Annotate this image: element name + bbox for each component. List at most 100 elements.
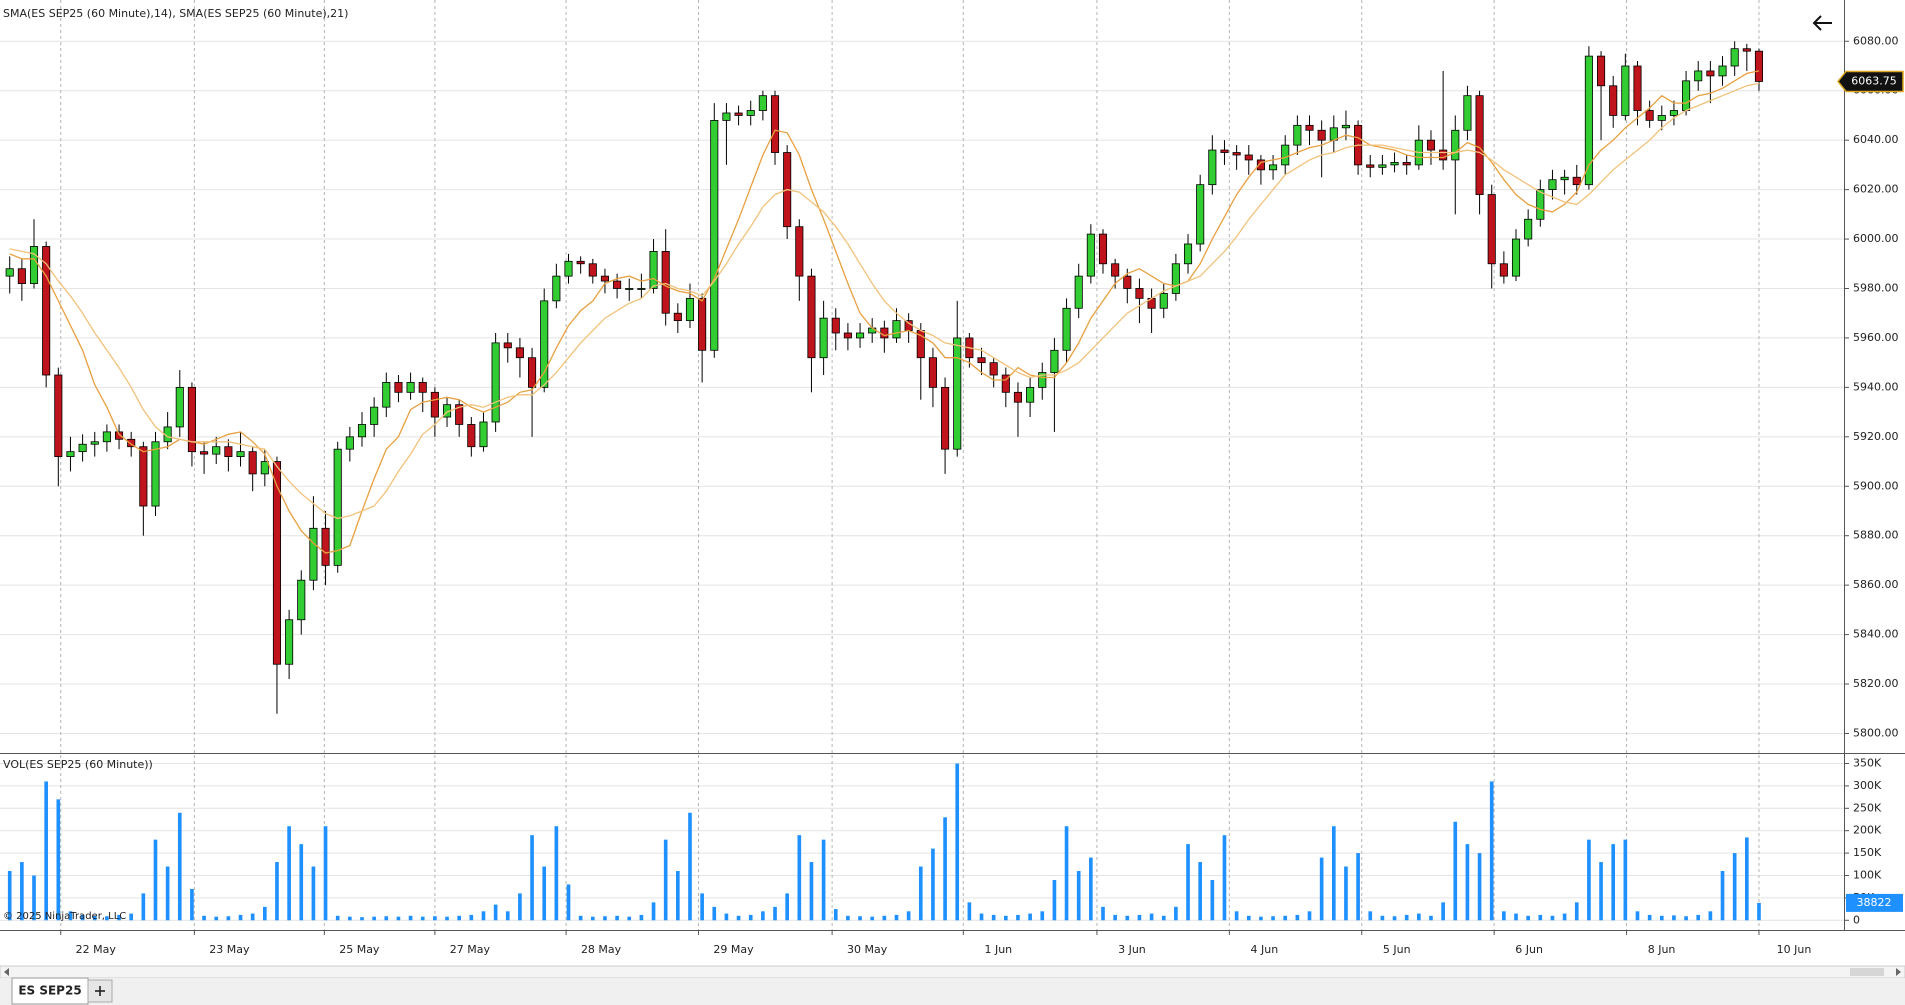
- candle-body: [285, 619, 294, 665]
- volume-bar: [457, 915, 461, 921]
- candle-body: [1548, 179, 1557, 191]
- candle-body: [90, 441, 99, 445]
- volume-bar: [1635, 911, 1640, 921]
- candle-body: [1317, 129, 1326, 141]
- candle-body: [1183, 243, 1193, 265]
- y-tick-label: 6040.00: [1853, 133, 1899, 146]
- volume-bar: [1259, 916, 1263, 921]
- copyright: © 2025 NinjaTrader, LLC: [3, 911, 126, 922]
- candle-body: [1511, 238, 1521, 277]
- volume-bar: [639, 914, 644, 921]
- volume-bar: [56, 799, 61, 921]
- candle-body: [1220, 149, 1229, 153]
- candle-body: [1366, 164, 1375, 168]
- candle-body: [1329, 127, 1338, 141]
- candle-body: [1487, 194, 1496, 265]
- volume-bar: [1028, 913, 1032, 921]
- y-tick-label: 250K: [1853, 801, 1882, 814]
- volume-bar: [68, 911, 73, 921]
- scroll-right[interactable]: [1896, 968, 1901, 976]
- volume-bar: [615, 915, 619, 921]
- scroll-thumb[interactable]: [1850, 968, 1884, 976]
- tab[interactable]: [11, 977, 89, 1005]
- candle-body: [1341, 124, 1350, 129]
- y-tick-label: 5820.00: [1853, 677, 1899, 690]
- candle-body: [1669, 110, 1678, 116]
- candle-body: [1475, 95, 1484, 195]
- candle-body: [29, 246, 39, 284]
- candle-body: [758, 95, 767, 111]
- add-tab-icon[interactable]: [95, 986, 105, 996]
- candle-body: [552, 275, 561, 302]
- volume-bar: [1283, 915, 1288, 921]
- candle-body: [139, 446, 148, 507]
- candle-body: [102, 431, 111, 443]
- candle-body: [1572, 176, 1581, 186]
- volume-bar: [1465, 844, 1470, 921]
- volume-bar: [1125, 915, 1130, 921]
- candle-body: [989, 362, 998, 376]
- candle-body: [1062, 307, 1071, 351]
- volume-bar: [493, 904, 498, 921]
- scrollbar[interactable]: [0, 965, 1905, 979]
- volume-bar: [165, 866, 170, 921]
- volume-bar: [773, 906, 777, 921]
- candle-body: [418, 382, 427, 393]
- volume-bar: [372, 916, 376, 921]
- candle-body: [904, 320, 913, 331]
- candle-body: [1123, 275, 1132, 289]
- volume-bar: [335, 915, 340, 921]
- candle-body: [540, 300, 549, 388]
- y-tick-label: 200K: [1853, 824, 1882, 837]
- scroll-left[interactable]: [4, 968, 9, 976]
- y-tick-label: 150K: [1853, 846, 1882, 859]
- background: [0, 0, 1905, 966]
- volume-bar: [894, 914, 899, 921]
- volume-pane-title: VOL(ES SEP25 (60 Minute)): [3, 758, 153, 771]
- volume-bar: [1137, 914, 1142, 921]
- candle-body: [1050, 349, 1059, 373]
- candle-body: [588, 263, 597, 277]
- candle-body: [1439, 149, 1448, 161]
- x-tick-label: 25 May: [339, 943, 380, 956]
- volume-bar: [1562, 913, 1567, 921]
- volume-bar: [1344, 866, 1348, 921]
- candle-body: [260, 461, 269, 475]
- candle-body: [1208, 149, 1217, 186]
- volume-bar: [1307, 911, 1312, 921]
- volume-bar: [1538, 914, 1543, 921]
- x-tick-label: 28 May: [581, 943, 622, 956]
- candle-body: [1657, 115, 1666, 121]
- volume-bar: [1417, 913, 1421, 921]
- candle-body: [1536, 189, 1545, 220]
- volume-bar: [287, 826, 291, 921]
- volume-bar: [481, 911, 486, 921]
- volume-bar: [566, 884, 571, 921]
- volume-bar: [931, 848, 935, 921]
- volume-bar: [1757, 902, 1761, 921]
- volume-bar: [469, 914, 474, 921]
- volume-bar: [761, 911, 765, 921]
- y-tick-label: 5960.00: [1853, 331, 1899, 344]
- candle-body: [1390, 162, 1399, 166]
- last-volume-label: 38822: [1857, 896, 1892, 909]
- candle-body: [1560, 176, 1569, 181]
- candle-body: [1426, 139, 1436, 151]
- volume-bar: [578, 915, 583, 921]
- candle-body: [1196, 184, 1205, 245]
- candle-body: [1001, 374, 1010, 393]
- volume-bar: [445, 916, 449, 921]
- candle-body: [370, 406, 379, 425]
- candle-body: [1609, 85, 1618, 116]
- volume-bar: [323, 826, 328, 921]
- candle-body: [333, 448, 342, 566]
- volume-bar: [1174, 906, 1178, 921]
- volume-bar: [1696, 914, 1701, 921]
- tab-label[interactable]: ES SEP25: [18, 984, 81, 998]
- candle-body: [1706, 70, 1715, 77]
- candle-body: [892, 320, 901, 339]
- candle-body: [600, 275, 609, 282]
- candle-body: [868, 327, 877, 334]
- back-arrow[interactable]: [1812, 15, 1832, 31]
- volume-bar: [688, 812, 692, 921]
